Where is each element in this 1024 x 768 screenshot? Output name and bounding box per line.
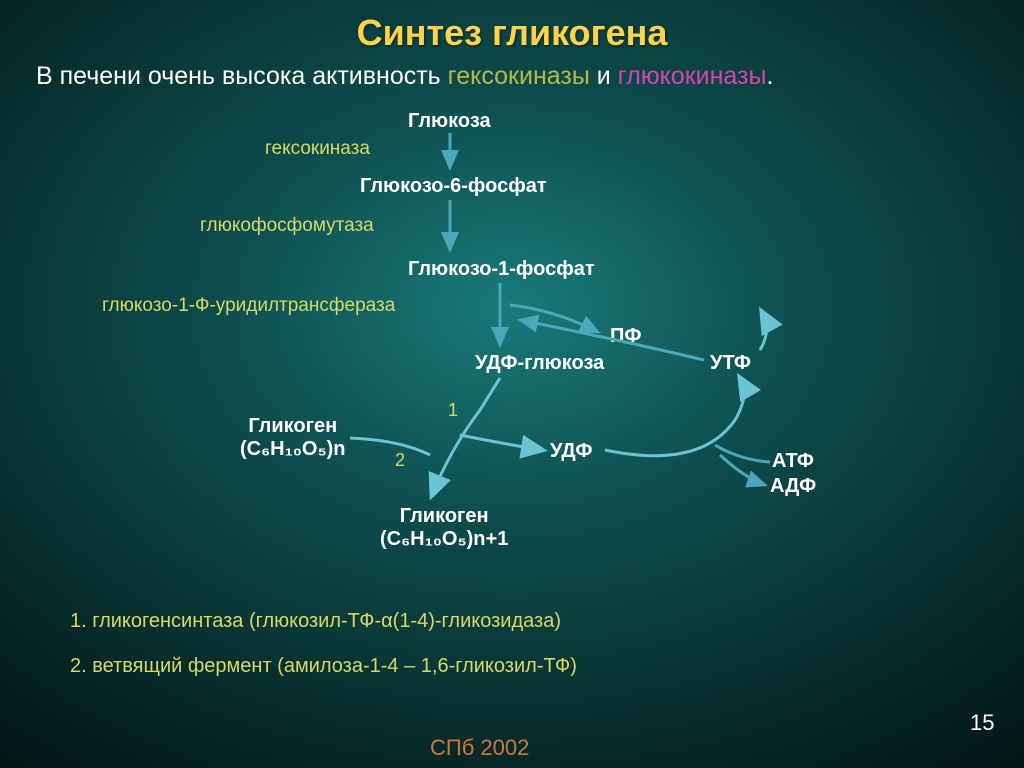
subtitle-end: .: [766, 62, 773, 90]
metabolite-udp: УДФ: [550, 440, 592, 463]
arrow-udp-utf: [605, 378, 744, 456]
subtitle: В печени очень высока активность гексоки…: [0, 54, 1024, 91]
subtitle-pre: В печени очень высока активность: [36, 62, 448, 90]
enzyme-ugt: глюкозо-1-Ф-уридилтрансфераза: [102, 295, 395, 317]
metabolite-adf: АДФ: [770, 475, 816, 498]
arrow-layer: [0, 0, 1024, 768]
arrow-glycogen-in: [350, 438, 430, 455]
slide: Синтез гликогена В печени очень высока а…: [0, 0, 1024, 768]
subtitle-word2: глюкокиназы: [618, 62, 767, 90]
step-1: 1: [448, 400, 458, 421]
metabolite-pf: ПФ: [610, 325, 641, 348]
glycogen-n1-label: Гликоген: [400, 505, 489, 527]
glycogen-n1-formula: (C₆H₁₀O₅)n+1: [380, 528, 508, 550]
metabolite-udp-glucose: УДФ-глюкоза: [475, 352, 604, 375]
footer: СПб 2002: [430, 735, 529, 761]
note-1: 1. гликогенсинтаза (глюкозил-ТФ-α(1-4)-г…: [70, 610, 561, 633]
metabolite-atf: АТФ: [772, 450, 814, 473]
metabolite-g6p: Глюкозо-6-фосфат: [360, 175, 547, 198]
step-2: 2: [395, 450, 405, 471]
subtitle-word1: гексокиназы: [448, 62, 590, 90]
arrow-atp-in: [715, 445, 770, 462]
metabolite-utf: УТФ: [710, 352, 751, 375]
enzyme-pgm: глюкофосфомутаза: [200, 215, 374, 237]
metabolite-glucose: Глюкоза: [408, 110, 491, 133]
metabolite-g1p: Глюкозо-1-фосфат: [408, 258, 595, 281]
note-2: 2. ветвящий фермент (амилоза-1-4 – 1,6-г…: [70, 655, 577, 678]
arrow-utf-tick: [760, 312, 767, 350]
enzyme-hexokinase: гексокиназа: [265, 138, 370, 160]
metabolite-glycogen-n: Гликоген (C₆H₁₀O₅)n: [240, 415, 346, 461]
subtitle-mid: и: [590, 62, 618, 90]
slide-title: Синтез гликогена: [0, 0, 1024, 54]
arrow-pf: [510, 305, 598, 332]
arrow-adp-out: [720, 455, 765, 485]
arrow-udpglc-down: [432, 378, 500, 495]
metabolite-glycogen-n1: Гликоген (C₆H₁₀O₅)n+1: [380, 505, 508, 551]
page-number: 15: [970, 710, 994, 736]
glycogen-n-label: Гликоген: [248, 415, 337, 437]
arrow-udp-out: [460, 435, 542, 450]
glycogen-n-formula: (C₆H₁₀O₅)n: [240, 438, 346, 460]
